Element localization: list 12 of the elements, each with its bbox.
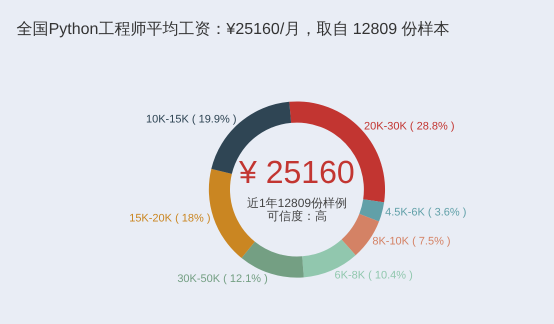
slice-label: 15K-20K ( 18% ) <box>129 212 211 224</box>
text: ¥ 25160 <box>238 154 355 190</box>
slice-label: 10K-15K ( 19.9% ) <box>146 113 236 126</box>
slice-label: 8K-10K ( 7.5% ) <box>372 236 451 248</box>
text: 可信度：高 <box>267 209 327 223</box>
text: 近1年12809份样例 <box>247 196 348 210</box>
donut-slice <box>359 199 384 222</box>
slice-label: 4.5K-6K ( 3.6% ) <box>385 206 466 218</box>
slice-label: 6K-8K ( 10.4% ) <box>334 270 413 282</box>
chart-title: 全国Python工程师平均工资：¥25160/月，取自 12809 份样本 <box>16 20 450 38</box>
slice-label: 20K-30K ( 28.8% ) <box>364 120 455 132</box>
slice-label: 30K-50K ( 12.1% ) <box>177 273 268 286</box>
